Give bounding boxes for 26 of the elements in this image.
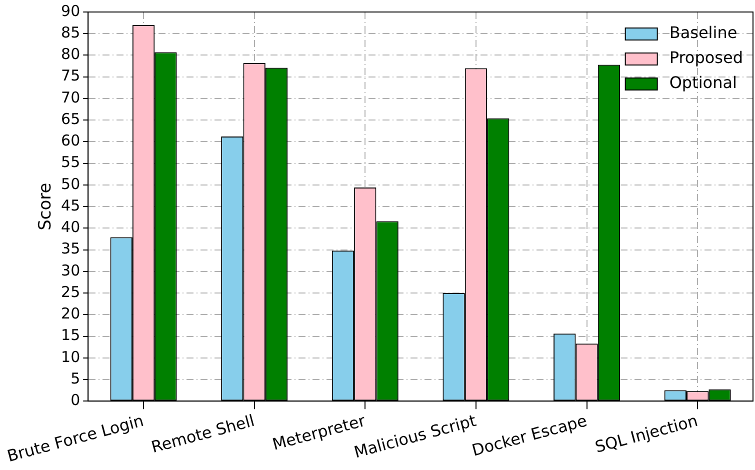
- y-tick-label: 55: [61, 153, 80, 172]
- y-tick-label: 65: [61, 110, 80, 128]
- y-tick-label: 20: [61, 304, 80, 323]
- y-tick-label: 60: [61, 132, 80, 150]
- x-tick-label: Remote Shell: [149, 410, 256, 457]
- y-tick-label: 0: [70, 390, 80, 409]
- y-tick-label: 90: [61, 2, 80, 20]
- y-tick-label: 70: [61, 88, 80, 106]
- y-tick-label: 85: [61, 24, 80, 42]
- legend-label: Optional: [669, 73, 737, 92]
- y-tick-label: 30: [61, 261, 80, 280]
- y-tick-label: 35: [61, 240, 80, 258]
- legend-label: Baseline: [669, 23, 738, 42]
- y-axis-title: Score: [35, 182, 56, 230]
- y-tick-label: 75: [61, 66, 80, 85]
- legend-label: Proposed: [669, 48, 744, 68]
- y-tick-label: 5: [70, 369, 80, 388]
- y-tick-label: 45: [61, 196, 80, 214]
- y-tick-label: 15: [61, 326, 80, 344]
- y-tick-label: 40: [61, 218, 80, 236]
- y-tick-label: 80: [61, 45, 80, 64]
- y-tick-label: 10: [61, 348, 80, 366]
- x-tick-label: Brute Force Login: [5, 410, 146, 466]
- y-tick-label: 25: [61, 282, 80, 301]
- y-tick-label: 50: [61, 174, 80, 193]
- x-tick-label: SQL Injection: [593, 410, 700, 457]
